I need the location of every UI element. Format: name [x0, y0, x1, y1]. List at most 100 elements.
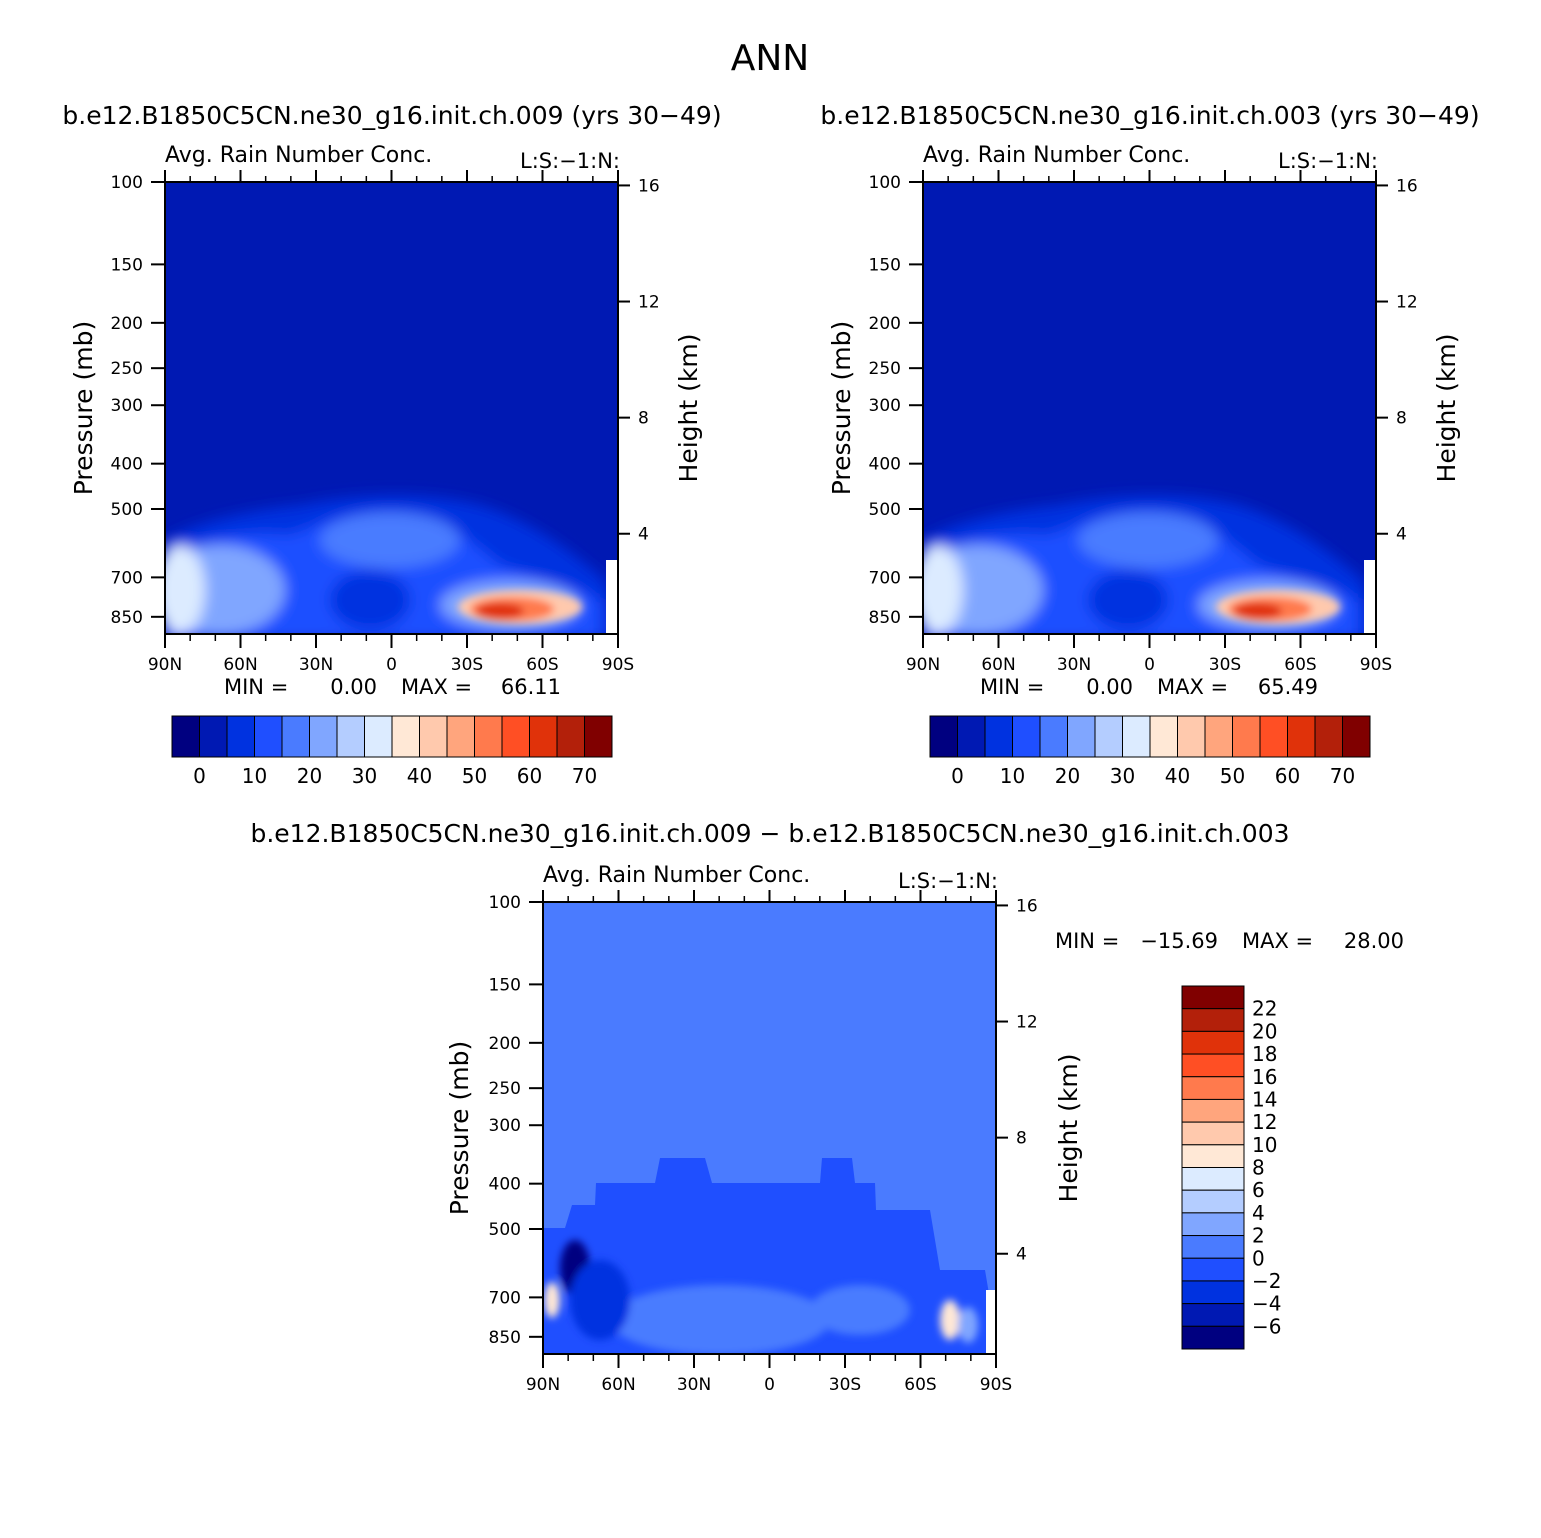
colorbar-swatch: [1204, 715, 1233, 758]
x-tick-label: 90S: [980, 1375, 1012, 1395]
colorbar-label: 4: [1252, 1201, 1265, 1225]
panel-3-ylabel-right: Height (km): [1054, 1054, 1083, 1203]
panel-3-ylabel: Pressure (mb): [445, 1041, 474, 1215]
colorbar-swatch: [1122, 715, 1151, 758]
y-right-tick-label: 4: [638, 525, 649, 545]
panel-2-blob-a: [1078, 512, 1218, 568]
x-tick-label: 30N: [677, 1375, 711, 1395]
x-tick-label: 0: [386, 655, 397, 675]
panel-1-blob-c: [330, 570, 410, 630]
y-tick-label: 100: [869, 173, 901, 193]
panel-1-corner-label: L:S:−1:N:: [520, 149, 620, 173]
y-right-tick-label: 8: [1396, 409, 1407, 429]
colorbar-swatch: [1181, 1008, 1245, 1032]
panel-2-blob-e: [923, 545, 963, 634]
panel-2-ylabel-right: Height (km): [1432, 334, 1461, 483]
panel-2-field: [923, 182, 1376, 634]
colorbar-swatch: [1181, 1098, 1245, 1123]
colorbar-label: 6: [1252, 1178, 1265, 1202]
colorbar-swatch: [1181, 1257, 1245, 1282]
y-tick-label: 100: [489, 893, 521, 913]
panel-2-title: b.e12.B1850C5CN.ne30_g16.init.ch.003 (yr…: [820, 101, 1479, 130]
colorbar-label: 40: [407, 764, 432, 788]
colorbar-swatch: [1181, 1030, 1245, 1055]
panel-3-subtitle: Avg. Rain Number Conc.: [543, 863, 810, 888]
panel-2-colorbar: 0 10 20 30 40 50 60 70: [929, 715, 1371, 788]
panel-3-axes: 100 150 200 250 300 400 500 700 850 16 12 8 4 90N 60N 3…: [489, 890, 1038, 1395]
panel-2-core-3: [1234, 603, 1282, 619]
colorbar-swatch: [1232, 715, 1261, 758]
colorbar-swatch: [1181, 1144, 1245, 1168]
panel-3-field: [543, 902, 996, 1354]
colorbar-label: 0: [1252, 1246, 1265, 1270]
colorbar-swatch: [1181, 1325, 1245, 1350]
panel-1-topography: [606, 560, 618, 634]
colorbar-label: 10: [1000, 764, 1025, 788]
colorbar-label: 50: [462, 764, 487, 788]
colorbar-label: 70: [1330, 764, 1355, 788]
panel-3-min-label: MIN =: [1055, 929, 1119, 953]
y-right-tick-label: 12: [638, 293, 660, 313]
panel-1-min-value: 0.00: [330, 675, 377, 699]
x-tick-label: 90N: [526, 1375, 560, 1395]
y-right-tick-label: 12: [1396, 293, 1418, 313]
panel-2: b.e12.B1850C5CN.ne30_g16.init.ch.003 (yr…: [820, 101, 1479, 788]
x-tick-label: 0: [1144, 655, 1155, 675]
panel-3-max-value: 28.00: [1344, 929, 1404, 953]
panel-2-subtitle: Avg. Rain Number Conc.: [923, 143, 1190, 168]
colorbar-swatch: [446, 715, 475, 758]
colorbar-label: 60: [517, 764, 542, 788]
y-tick-label: 150: [111, 255, 143, 275]
colorbar-label: 12: [1252, 1110, 1277, 1134]
x-tick-label: 60S: [1284, 655, 1316, 675]
colorbar-swatch: [1094, 715, 1123, 758]
panel-3-corner-label: L:S:−1:N:: [898, 869, 998, 893]
panel-3-max-label: MAX =: [1242, 929, 1313, 953]
y-tick-label: 700: [111, 568, 143, 588]
colorbar-label: 14: [1252, 1087, 1277, 1111]
colorbar-swatch: [1181, 1235, 1245, 1259]
panel-3-blob-g: [958, 1307, 978, 1343]
colorbar-swatch: [474, 715, 503, 758]
colorbar-swatch: [1342, 715, 1371, 758]
colorbar-label: 10: [242, 764, 267, 788]
colorbar-label: −2: [1252, 1269, 1281, 1293]
y-tick-label: 250: [869, 359, 901, 379]
colorbar-swatch: [1181, 1189, 1245, 1214]
colorbar-swatch: [281, 715, 310, 758]
x-tick-label: 30N: [299, 655, 333, 675]
panel-3-blob-a: [610, 1285, 830, 1354]
x-tick-label: 60N: [601, 1375, 635, 1395]
y-tick-label: 150: [869, 255, 901, 275]
x-tick-label: 30S: [451, 655, 483, 675]
colorbar-swatch: [556, 715, 585, 758]
colorbar-label: 20: [1055, 764, 1080, 788]
y-tick-label: 850: [111, 608, 143, 628]
colorbar-swatch: [1039, 715, 1068, 758]
y-tick-label: 250: [111, 359, 143, 379]
panel-2-axes: 100 150 200 250 300 400 500 700 850 16 12 8 4 90N 60N 3…: [869, 170, 1418, 675]
colorbar-swatch: [391, 715, 420, 758]
colorbar-label: 40: [1165, 764, 1190, 788]
panel-1-core-3: [476, 603, 524, 619]
x-tick-label: 90S: [602, 655, 634, 675]
panel-1-min-label: MIN =: [224, 675, 288, 699]
y-tick-label: 300: [111, 396, 143, 416]
colorbar-swatch: [226, 715, 255, 758]
colorbar-swatch: [1181, 985, 1245, 1010]
colorbar-swatch: [419, 715, 448, 758]
colorbar-label: 18: [1252, 1042, 1277, 1066]
colorbar-label: 0: [951, 764, 964, 788]
panel-2-blob-c: [1088, 570, 1168, 630]
y-right-tick-label: 4: [1016, 1245, 1027, 1265]
panel-2-min-label: MIN =: [980, 675, 1044, 699]
colorbar-swatch: [1287, 715, 1316, 758]
panel-3: b.e12.B1850C5CN.ne30_g16.init.ch.009 − b…: [250, 819, 1404, 1395]
y-right-tick-label: 16: [638, 176, 660, 196]
y-tick-label: 700: [489, 1288, 521, 1308]
y-right-tick-label: 12: [1016, 1013, 1038, 1033]
colorbar-swatch: [1181, 1280, 1245, 1305]
colorbar-swatch: [501, 715, 530, 758]
panel-1-ylabel: Pressure (mb): [69, 321, 98, 495]
